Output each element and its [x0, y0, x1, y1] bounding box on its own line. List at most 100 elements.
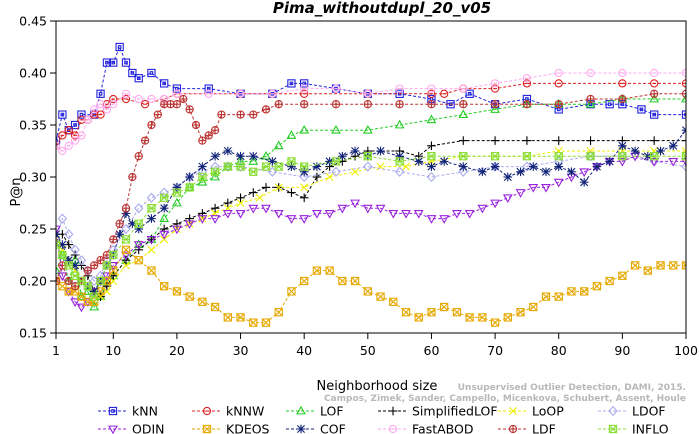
legend-label: COF	[320, 422, 346, 434]
data-point-cof	[681, 125, 686, 135]
data-point-fastabod	[268, 89, 277, 98]
data-point-odin	[649, 157, 660, 167]
data-point-inflo	[363, 152, 372, 161]
data-point-cof	[592, 162, 602, 171]
data-point-odin	[668, 157, 679, 167]
data-point-ldf	[134, 152, 143, 161]
data-point-lof	[159, 213, 170, 223]
data-point-odin	[57, 272, 68, 282]
data-point-simplifiedlof	[681, 136, 686, 145]
data-point-ldf	[650, 89, 659, 98]
data-point-cof	[605, 157, 614, 166]
data-point-odin	[76, 303, 87, 313]
data-point-kdeos	[414, 313, 423, 322]
data-point-kdeos	[656, 261, 665, 270]
data-point-cof	[668, 141, 678, 151]
data-point-knnw	[427, 89, 436, 98]
legend-label: LDF	[532, 422, 556, 434]
data-point-odin	[222, 209, 233, 219]
data-point-kdeos	[198, 297, 207, 306]
data-point-ldof	[223, 161, 233, 172]
data-point-kdeos	[681, 261, 686, 270]
data-point-simplifiedlof	[522, 136, 532, 145]
data-point-odin	[56, 225, 61, 235]
data-point-knnw	[140, 100, 150, 109]
data-point-ldf	[618, 94, 627, 104]
data-point-ldf	[64, 276, 73, 286]
x-tick-label: 100	[674, 343, 698, 358]
data-point-inflo	[160, 193, 169, 202]
data-point-knn	[287, 79, 296, 88]
data-point-cof	[350, 146, 360, 156]
data-point-kdeos	[605, 276, 614, 286]
data-point-kdeos	[427, 308, 436, 317]
data-point-cof	[223, 146, 233, 156]
data-point-ldf	[115, 219, 124, 228]
data-point-fastabod	[134, 94, 143, 104]
data-point-fastabod	[64, 141, 73, 150]
data-point-kdeos	[223, 313, 232, 322]
data-point-ldf	[217, 110, 226, 119]
data-point-kdeos	[121, 245, 131, 254]
data-point-lof	[89, 301, 100, 311]
data-point-simplifiedlof	[248, 188, 258, 197]
data-point-odin	[553, 178, 564, 188]
data-point-kdeos	[541, 292, 551, 301]
data-point-kdeos	[160, 282, 169, 291]
data-point-odin	[312, 209, 322, 219]
data-point-simplifiedlof	[223, 198, 233, 208]
data-point-fastabod	[147, 94, 156, 104]
data-point-kdeos	[376, 292, 385, 301]
x-tick-label: 70	[487, 343, 503, 358]
data-point-odin	[541, 183, 551, 193]
data-point-lof	[585, 98, 596, 108]
data-point-ldf	[490, 100, 500, 109]
data-point-kdeos	[669, 261, 678, 270]
data-point-odin	[452, 209, 462, 219]
data-point-cof	[490, 162, 500, 171]
data-point-ldf	[331, 100, 341, 109]
data-point-cof	[147, 214, 156, 223]
data-point-lof	[248, 156, 259, 165]
data-point-knn	[465, 89, 474, 98]
data-point-ldof	[585, 151, 596, 162]
data-point-knn	[637, 105, 646, 114]
watermark: Unsupervised Outlier Detection, DAMI, 20…	[324, 383, 686, 404]
data-point-odin	[439, 215, 450, 224]
data-point-ldf	[70, 282, 80, 291]
data-point-inflo	[210, 167, 220, 176]
data-point-kdeos	[350, 276, 360, 286]
data-point-inflo	[261, 162, 271, 171]
data-point-knnw	[58, 131, 67, 140]
data-point-lof	[82, 286, 93, 295]
data-point-cof	[478, 167, 487, 177]
data-point-fastabod	[109, 100, 118, 109]
data-point-odin	[286, 215, 297, 224]
legend-marker	[608, 424, 618, 434]
data-point-lof	[56, 265, 61, 275]
legend-item-loop: LoOP	[498, 404, 564, 419]
data-point-simplifiedlof	[185, 214, 194, 223]
legend-item-kdeos: KDEOS	[192, 422, 270, 434]
data-point-fastabod	[490, 79, 500, 88]
data-point-odin	[261, 204, 271, 214]
data-point-lof	[458, 109, 469, 119]
data-point-lof	[649, 93, 660, 103]
legend-item-fastabod: FastABOD	[378, 422, 474, 434]
data-point-ldof	[64, 229, 74, 240]
data-point-fastabod	[427, 84, 436, 93]
data-point-kdeos	[338, 276, 347, 286]
data-point-fastabod	[586, 68, 595, 78]
legend-label: kNN	[132, 404, 158, 419]
data-point-cof	[458, 162, 468, 171]
data-point-inflo	[459, 152, 468, 161]
data-point-kdeos	[478, 313, 487, 322]
watermark-line-2: Campos, Zimek, Sander, Campello, Micenko…	[324, 394, 686, 404]
data-point-kdeos	[618, 271, 627, 280]
data-point-ldf	[681, 89, 686, 98]
data-point-ldf	[153, 110, 162, 119]
legend-label: ODIN	[132, 422, 165, 434]
data-point-inflo	[96, 276, 105, 286]
data-point-odin	[108, 261, 119, 271]
data-point-inflo	[490, 152, 500, 161]
